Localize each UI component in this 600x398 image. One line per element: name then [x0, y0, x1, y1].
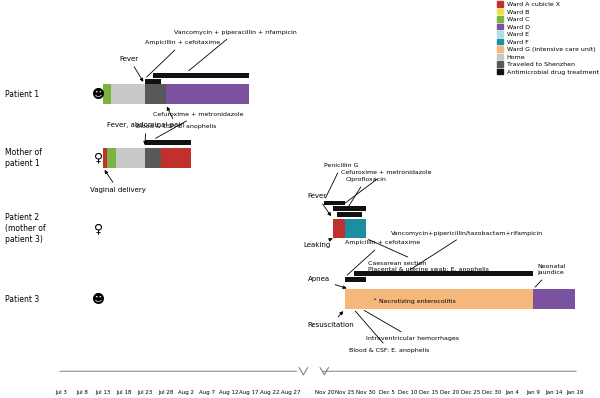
Bar: [166, 84, 249, 104]
Text: Apnea: Apnea: [308, 276, 346, 289]
Text: ☻: ☻: [92, 88, 106, 101]
Text: Blood & CSF: E. anophelis: Blood & CSF: E. anophelis: [136, 107, 217, 129]
Text: Leaking: Leaking: [304, 238, 332, 248]
Text: Resuscitation: Resuscitation: [308, 312, 355, 328]
Text: Cefuroxime + metronidazole: Cefuroxime + metronidazole: [153, 112, 244, 139]
Bar: [112, 84, 145, 104]
Text: Fever: Fever: [119, 56, 143, 81]
Bar: [145, 84, 166, 104]
Bar: [107, 148, 116, 168]
Bar: [353, 271, 533, 276]
Bar: [145, 140, 191, 145]
Text: Vancomycin + piperacillin + rifampicin: Vancomycin + piperacillin + rifampicin: [174, 30, 297, 71]
Text: ♀: ♀: [94, 151, 103, 164]
Bar: [145, 148, 161, 168]
Text: Blood & CSF: E. anophelis: Blood & CSF: E. anophelis: [349, 311, 430, 353]
Text: Necrotizing enterocolitis: Necrotizing enterocolitis: [374, 299, 455, 304]
Text: ♀: ♀: [94, 222, 103, 235]
Text: Penicillin G: Penicillin G: [324, 163, 359, 198]
Bar: [332, 219, 345, 238]
Bar: [345, 289, 533, 309]
Bar: [161, 148, 191, 168]
Bar: [103, 84, 112, 104]
Bar: [145, 79, 161, 84]
Text: Ampicillin + cefotaxime: Ampicillin + cefotaxime: [345, 240, 420, 275]
Bar: [332, 206, 366, 211]
Text: Intraventricular hemorrhages: Intraventricular hemorrhages: [364, 310, 459, 341]
Text: Neonatal
jaundice: Neonatal jaundice: [535, 264, 566, 287]
Legend: Ward A cubicle X, Ward B, Ward C, Ward D, Ward E, Ward F, Ward G (intensive care: Ward A cubicle X, Ward B, Ward C, Ward D…: [497, 1, 599, 74]
Bar: [116, 148, 145, 168]
Text: Fever: Fever: [308, 193, 331, 215]
Text: Patient 2
(mother of
patient 3): Patient 2 (mother of patient 3): [5, 213, 46, 244]
Bar: [345, 219, 366, 238]
Text: Patient 1: Patient 1: [5, 90, 39, 99]
Text: Fever, abdominal pain: Fever, abdominal pain: [107, 122, 185, 144]
Text: Patient 3: Patient 3: [5, 295, 39, 304]
Text: Vaginal delivery: Vaginal delivery: [91, 171, 146, 193]
Bar: [324, 201, 345, 205]
Text: Ciprofloxacin: Ciprofloxacin: [345, 177, 386, 209]
Bar: [337, 212, 362, 217]
Text: Vancomycin+pipericillin/tazobactam+rifampicin: Vancomycin+pipericillin/tazobactam+rifam…: [391, 230, 543, 270]
Bar: [153, 72, 249, 78]
Bar: [103, 148, 107, 168]
Text: Ampicillin + cefotaxime: Ampicillin + cefotaxime: [145, 40, 220, 77]
Text: Mother of
patient 1: Mother of patient 1: [5, 148, 42, 168]
Text: Caesarean section
Placental & uterine swab: E. anophelis: Caesarean section Placental & uterine sw…: [368, 240, 489, 272]
Bar: [345, 277, 366, 282]
Bar: [533, 289, 575, 309]
Text: Cefuroxime + metronidazole: Cefuroxime + metronidazole: [341, 170, 431, 205]
Text: ☻: ☻: [92, 293, 106, 306]
